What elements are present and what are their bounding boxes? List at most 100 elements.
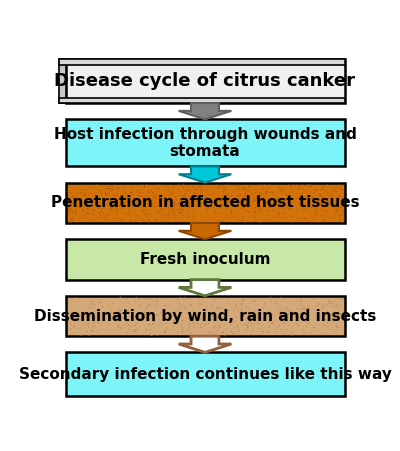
Point [208, 300, 214, 308]
Point [265, 328, 271, 336]
Point [93, 180, 100, 188]
Point [138, 207, 145, 215]
Point [224, 197, 230, 204]
Point [324, 195, 330, 202]
Point [214, 210, 221, 217]
Point [318, 304, 324, 311]
Point [196, 183, 203, 190]
Point [327, 299, 334, 306]
Point [225, 299, 232, 307]
Point [238, 205, 244, 212]
Point [241, 218, 247, 225]
Point [330, 183, 337, 190]
Point [198, 324, 204, 331]
Point [290, 181, 297, 188]
Point [221, 184, 228, 191]
Point [312, 202, 318, 209]
Point [105, 300, 112, 307]
Point [336, 180, 342, 188]
Point [209, 311, 216, 318]
Point [95, 204, 101, 211]
Point [260, 200, 266, 207]
Point [251, 195, 257, 202]
Point [125, 307, 132, 314]
Point [336, 214, 342, 221]
Point [165, 210, 171, 217]
Point [106, 183, 113, 190]
Polygon shape [179, 103, 231, 119]
Point [102, 215, 108, 222]
Point [261, 300, 267, 307]
Point [298, 181, 305, 188]
Point [108, 186, 114, 193]
Point [283, 317, 290, 324]
Point [99, 313, 105, 320]
Point [151, 301, 157, 308]
Point [66, 326, 72, 333]
Point [320, 186, 326, 193]
Point [320, 215, 327, 222]
Point [173, 195, 179, 202]
Point [175, 300, 182, 307]
Point [256, 319, 262, 327]
Point [124, 208, 131, 216]
Point [183, 185, 189, 193]
Point [204, 331, 211, 338]
Point [148, 187, 155, 194]
Point [73, 293, 79, 300]
Point [105, 212, 112, 219]
Point [234, 321, 240, 328]
Point [122, 188, 128, 195]
Point [140, 307, 147, 314]
Point [82, 214, 89, 221]
Point [316, 191, 322, 198]
Point [252, 189, 258, 196]
Point [330, 303, 337, 310]
Point [116, 316, 122, 323]
Point [109, 182, 115, 189]
Point [332, 187, 338, 194]
Point [137, 197, 144, 204]
Point [309, 194, 316, 202]
Point [94, 209, 101, 216]
Point [299, 186, 306, 193]
Point [332, 206, 339, 213]
Point [91, 202, 98, 209]
Point [228, 192, 234, 199]
Point [74, 313, 80, 321]
Point [108, 308, 115, 315]
Point [158, 320, 164, 327]
Point [161, 212, 168, 219]
Point [246, 201, 253, 208]
Point [102, 214, 108, 221]
Point [306, 320, 312, 327]
Point [132, 296, 138, 304]
Point [288, 331, 294, 339]
Point [270, 319, 276, 327]
Point [133, 294, 140, 301]
Point [248, 319, 254, 326]
Point [130, 202, 136, 209]
Point [299, 189, 305, 196]
Point [234, 216, 240, 223]
Point [205, 309, 212, 316]
Point [161, 327, 167, 334]
Point [176, 304, 182, 311]
Point [240, 204, 246, 211]
Point [300, 214, 307, 221]
Point [195, 182, 201, 189]
Point [117, 314, 124, 322]
Point [340, 216, 346, 223]
Point [262, 302, 268, 309]
Point [195, 184, 202, 191]
Point [186, 184, 192, 191]
Point [168, 190, 174, 197]
Point [230, 317, 237, 324]
Point [116, 316, 122, 323]
Point [204, 206, 210, 213]
Point [304, 319, 310, 327]
Point [241, 189, 248, 197]
Point [132, 328, 138, 335]
Point [135, 188, 141, 195]
Point [193, 192, 200, 199]
